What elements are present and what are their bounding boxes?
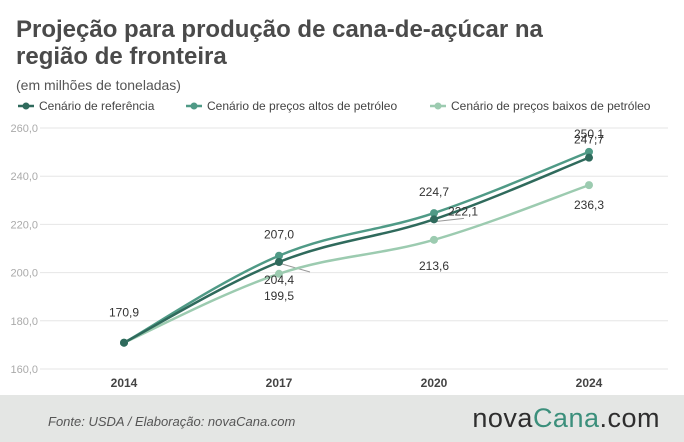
data-label: 199,5 [264,289,294,303]
data-point [585,153,593,162]
data-point [275,269,283,278]
x-tick-label: 2017 [266,376,293,390]
chart-title: Projeção para produção de cana-de-açúcar… [16,16,543,70]
data-point [430,235,438,244]
legend-item-label: Cenário de preços baixos de petróleo [451,99,651,113]
legend-swatch-marker [190,102,198,110]
data-labels: 204,4 222,1 247,7 170,9 207,0 224,7 250,1 199,5… [109,127,604,320]
series-line [123,150,590,344]
footer: Fonte: USDA / Elaboração: novaCana.com n… [0,395,684,442]
line-chart: Cenário de referência Cenário de preços a… [10,99,668,390]
data-point [430,215,438,224]
logo-part-com: .com [599,403,660,433]
data-label: 204,4 [264,273,294,287]
data-point [275,257,283,266]
series-line [123,156,590,344]
x-tick-label: 2024 [576,376,603,390]
series-lines [123,150,590,344]
data-label: 250,1 [574,127,604,141]
legend: Cenário de referência Cenário de preços a… [18,99,651,113]
legend-swatch-marker [22,102,30,110]
data-point [585,181,593,190]
novacana-logo[interactable]: novaCana.com [472,403,660,434]
y-tick-label: 160,0 [10,364,38,376]
legend-swatch-marker [434,102,442,110]
data-label: 247,7 [574,133,604,147]
y-tick-label: 260,0 [10,123,38,135]
y-tick-label: 180,0 [10,316,38,328]
series-points [120,147,593,347]
logo-part-cana: Cana [532,403,600,433]
logo-part-nova: nova [472,403,533,433]
data-label: 213,6 [419,259,449,273]
y-tick-label: 240,0 [10,171,38,183]
x-tick-label: 2020 [421,376,448,390]
y-axis: 160,0 180,0 200,0 220,0 240,0 260,0 [10,123,38,376]
data-label: 236,3 [574,198,604,212]
data-label: 170,9 [109,306,139,320]
legend-item-label: Cenário de preços altos de petróleo [207,99,397,113]
data-point [120,338,128,347]
legend-item-label: Cenário de referência [39,99,155,113]
data-label: 224,7 [419,185,449,199]
data-label: 222,1 [448,204,478,218]
data-label: 207,0 [264,228,294,242]
grid [40,127,668,370]
series-line [123,183,590,344]
data-point [430,209,438,218]
chart-subtitle: (em milhões de toneladas) [16,77,181,93]
x-axis: 2014 2017 2020 2024 [111,376,603,390]
y-tick-label: 220,0 [10,219,38,231]
source-note: Fonte: USDA / Elaboração: novaCana.com [48,414,296,429]
data-point [275,251,283,260]
x-tick-label: 2014 [111,376,138,390]
data-point [585,147,593,156]
label-leader-line [436,217,465,222]
y-tick-label: 200,0 [10,268,38,280]
